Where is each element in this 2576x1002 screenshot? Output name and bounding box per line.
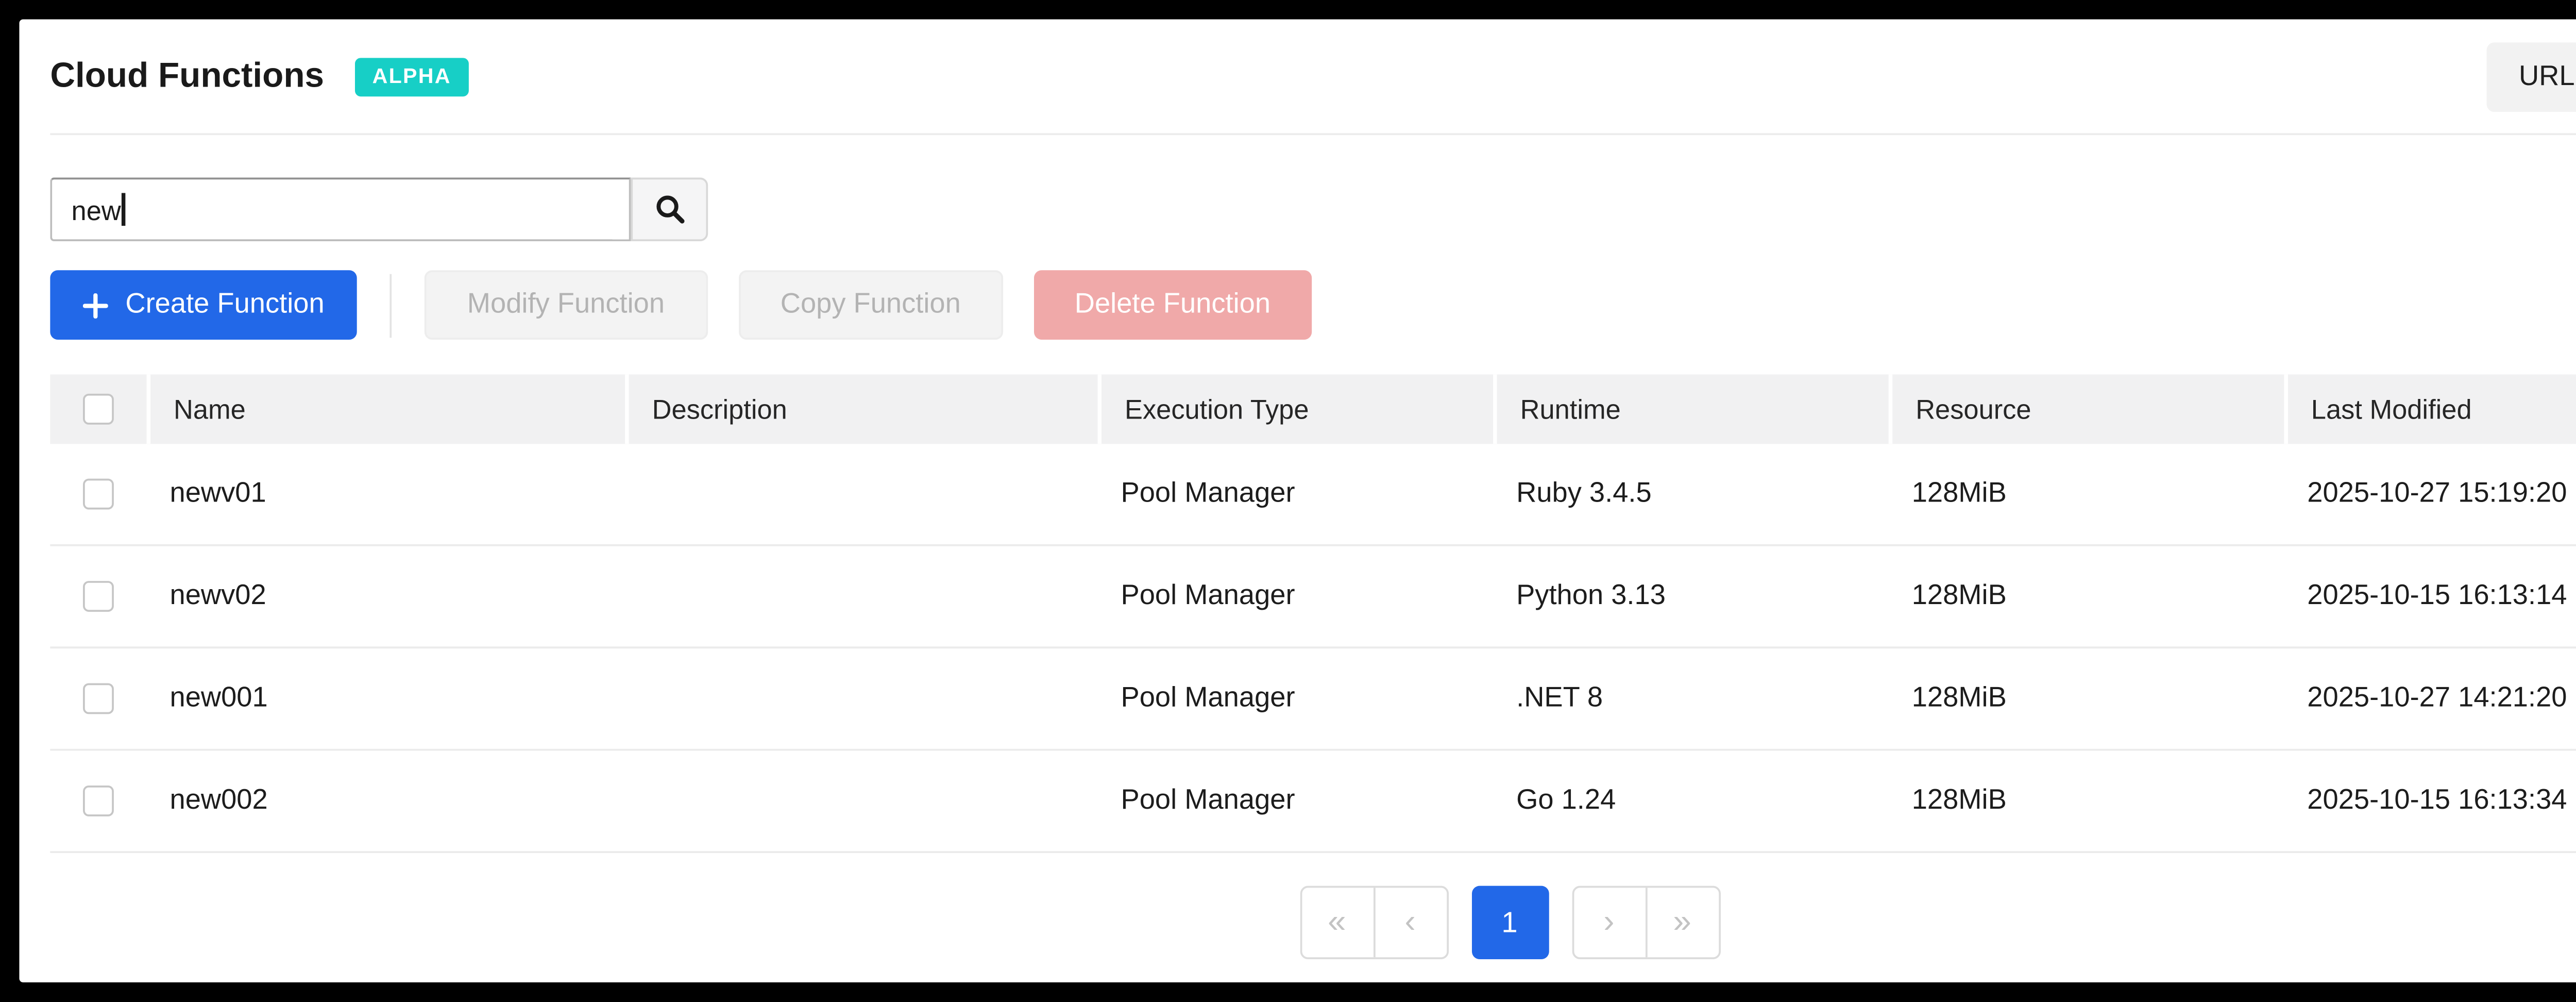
cell-description: [625, 648, 1097, 749]
titlebar-actions: URL & Appkey Manual: [2486, 41, 2576, 111]
pagination-back-group: « ‹: [1299, 886, 1448, 959]
search-icon: [653, 193, 686, 226]
actions-row: Create Function Modify Function Copy Fun…: [50, 270, 2576, 340]
cell-last-modified: 2025-10-27 14:21:20: [2307, 683, 2567, 714]
modify-function-button[interactable]: Modify Function: [425, 270, 707, 340]
cell-resource: 128MiB: [1911, 478, 2007, 510]
cell-last-modified: 2025-10-27 15:19:20: [2307, 478, 2567, 510]
next-page-button[interactable]: ›: [1603, 903, 1615, 940]
cell-execution-type: Pool Manager: [1121, 581, 1295, 612]
cell-resource: 128MiB: [1911, 683, 2007, 714]
plus-icon: [83, 292, 108, 318]
url-appkey-button[interactable]: URL & Appkey: [2486, 41, 2576, 111]
cell-name: newv02: [170, 581, 266, 612]
column-header-name[interactable]: Name: [146, 374, 625, 444]
cell-name: new002: [170, 785, 268, 816]
cell-runtime: Python 3.13: [1516, 581, 1666, 612]
current-page-button[interactable]: 1: [1471, 886, 1548, 959]
titlebar: Cloud Functions ALPHA URL & Appkey Manua…: [19, 19, 2576, 133]
vertical-divider: [390, 273, 392, 337]
search-input[interactable]: [50, 177, 631, 242]
previous-page-button[interactable]: ‹: [1372, 888, 1446, 958]
column-header-description[interactable]: Description: [625, 374, 1098, 444]
cell-description: [625, 546, 1097, 647]
column-header-runtime[interactable]: Runtime: [1493, 374, 1889, 444]
page-title: Cloud Functions: [50, 56, 325, 95]
url-appkey-label: URL & Appkey: [2518, 60, 2576, 92]
alpha-badge: ALPHA: [354, 57, 469, 96]
last-page-button[interactable]: »: [1645, 888, 1718, 958]
row-checkbox[interactable]: [83, 581, 114, 612]
column-header-resource[interactable]: Resource: [1888, 374, 2284, 444]
cell-runtime: Go 1.24: [1516, 785, 1616, 816]
first-page-button[interactable]: «: [1328, 903, 1346, 940]
row-checkbox[interactable]: [83, 785, 114, 816]
cloud-functions-panel: Cloud Functions ALPHA URL & Appkey Manua…: [19, 19, 2576, 982]
search-button[interactable]: [631, 177, 708, 242]
cell-name: new001: [170, 683, 268, 714]
header-divider: [50, 133, 2576, 136]
cell-resource: 128MiB: [1911, 785, 2007, 816]
text-caret: [121, 193, 125, 226]
copy-function-button[interactable]: Copy Function: [738, 270, 1004, 340]
cell-description: [625, 751, 1097, 851]
create-function-button[interactable]: Create Function: [50, 270, 358, 340]
cell-description: [625, 444, 1097, 544]
pagination: « ‹ 1 › »: [19, 886, 2576, 959]
row-checkbox[interactable]: [83, 478, 114, 510]
search-input-wrap: [50, 177, 631, 242]
search-row: [50, 177, 2576, 242]
select-all-checkbox[interactable]: [83, 393, 114, 425]
table-header-row: Name Description Execution Type Runtime …: [50, 374, 2576, 444]
functions-table: Name Description Execution Type Runtime …: [50, 374, 2576, 854]
cell-runtime: Ruby 3.4.5: [1516, 478, 1652, 510]
cell-last-modified: 2025-10-15 16:13:14: [2307, 581, 2567, 612]
select-all-cell: [50, 374, 147, 444]
table-row[interactable]: new001 Pool Manager .NET 8 128MiB 2025-1…: [50, 648, 2576, 751]
column-header-execution-type[interactable]: Execution Type: [1097, 374, 1494, 444]
copy-function-label: Copy Function: [780, 289, 961, 321]
pagination-forward-group: › »: [1571, 886, 1720, 959]
cell-execution-type: Pool Manager: [1121, 478, 1295, 510]
table-row[interactable]: newv02 Pool Manager Python 3.13 128MiB 2…: [50, 546, 2576, 649]
delete-function-label: Delete Function: [1074, 289, 1271, 321]
cell-name: newv01: [170, 478, 266, 510]
cell-execution-type: Pool Manager: [1121, 785, 1295, 816]
delete-function-button[interactable]: Delete Function: [1034, 270, 1311, 340]
cell-execution-type: Pool Manager: [1121, 683, 1295, 714]
cell-resource: 128MiB: [1911, 581, 2007, 612]
table-row[interactable]: new002 Pool Manager Go 1.24 128MiB 2025-…: [50, 751, 2576, 854]
row-checkbox[interactable]: [83, 683, 114, 714]
column-header-last-modified[interactable]: Last Modified: [2284, 374, 2576, 444]
modify-function-label: Modify Function: [467, 289, 665, 321]
table-row[interactable]: newv01 Pool Manager Ruby 3.4.5 128MiB 20…: [50, 444, 2576, 546]
cell-last-modified: 2025-10-15 16:13:34: [2307, 785, 2567, 816]
cell-runtime: .NET 8: [1516, 683, 1603, 714]
create-function-label: Create Function: [125, 289, 325, 321]
